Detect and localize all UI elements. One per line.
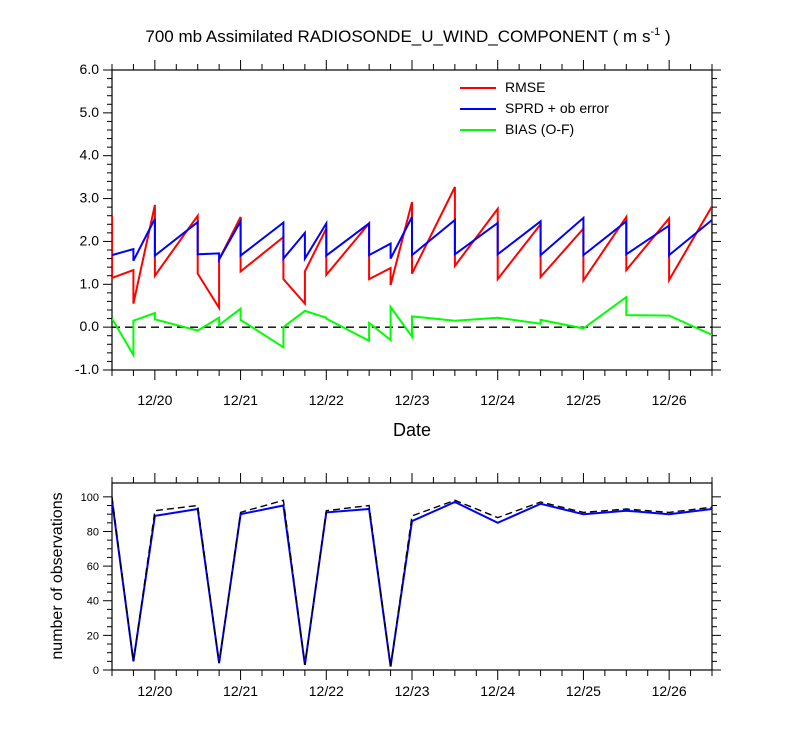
top-series-sprd-ob-error <box>112 215 712 264</box>
bottom-series-observations-possible <box>112 496 712 667</box>
top-x-tick-label: 12/25 <box>566 392 601 408</box>
bottom-x-tick-label: 12/20 <box>137 683 172 699</box>
bottom-y-tick-label: 80 <box>87 526 99 538</box>
chart-title-superscript: -1 <box>650 26 660 38</box>
top-y-tick-label: 3.0 <box>80 190 100 206</box>
bottom-x-tick-label: 12/21 <box>223 683 258 699</box>
bottom-x-tick-label: 12/24 <box>480 683 515 699</box>
chart-title-text: 700 mb Assimilated RADIOSONDE_U_WIND_COM… <box>145 27 650 46</box>
top-x-tick-label: 12/24 <box>480 392 515 408</box>
top-x-tick-label: 12/23 <box>394 392 429 408</box>
top-x-tick-label: 12/26 <box>652 392 687 408</box>
chart-title: 700 mb Assimilated RADIOSONDE_U_WIND_COM… <box>145 26 670 46</box>
top-y-tick-label: 0.0 <box>80 318 100 334</box>
legend-label-1: SPRD + ob error <box>505 100 609 116</box>
top-y-tick-label: 1.0 <box>80 275 100 291</box>
bottom-y-tick-label: 0 <box>93 665 99 677</box>
top-x-axis-label: Date <box>393 420 431 440</box>
top-x-tick-label: 12/21 <box>223 392 258 408</box>
top-y-tick-label: 6.0 <box>80 61 100 77</box>
top-series-bias-o-f <box>112 295 712 359</box>
bottom-y-tick-label: 100 <box>81 492 99 504</box>
bottom-x-tick-label: 12/26 <box>652 683 687 699</box>
bottom-plot: 0 20 40 60 80 100 12/20 12/21 12/22 12/23 12/24 12/… <box>81 473 721 699</box>
bottom-y-axis-label: number of observations <box>49 492 66 659</box>
top-plot: -1.0 0.0 1.0 2.0 3.0 4.0 5.0 6.0 12/20 12/21 12/22… <box>75 60 721 408</box>
top-x-tick-label: 12/22 <box>309 392 344 408</box>
top-x-tick-label: 12/20 <box>137 392 172 408</box>
bottom-x-tick-label: 12/22 <box>309 683 344 699</box>
bottom-y-tick-label: 60 <box>87 561 99 573</box>
top-y-tick-label: 5.0 <box>80 104 100 120</box>
bottom-series-observations-assimilated <box>112 500 712 667</box>
chart-title-end: ) <box>660 27 670 46</box>
legend-label-0: RMSE <box>505 79 545 95</box>
legend-label-2: BIAS (O-F) <box>505 121 574 137</box>
top-y-tick-label: 4.0 <box>80 147 100 163</box>
top-y-tick-label: 2.0 <box>80 232 100 248</box>
bottom-y-tick-label: 40 <box>87 596 99 608</box>
bottom-x-tick-label: 12/25 <box>566 683 601 699</box>
bottom-y-tick-label: 20 <box>87 630 99 642</box>
top-y-tick-label: -1.0 <box>75 361 99 377</box>
bottom-x-tick-label: 12/23 <box>394 683 429 699</box>
